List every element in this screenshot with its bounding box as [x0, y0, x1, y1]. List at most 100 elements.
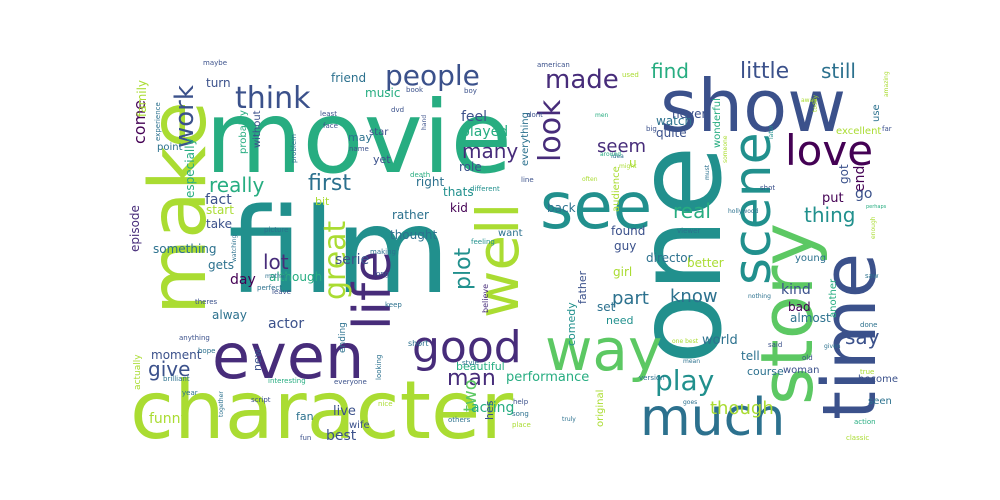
cloud-word: film [228, 182, 450, 320]
cloud-word: saw [865, 272, 879, 280]
cloud-word: kind [781, 282, 811, 298]
cloud-word: two [460, 379, 481, 412]
cloud-word: tell [741, 349, 760, 363]
cloud-word: maybe [203, 59, 227, 67]
cloud-word: today [812, 94, 819, 112]
cloud-word: problem [290, 134, 298, 163]
cloud-word: turn [206, 76, 231, 90]
cloud-word: go [855, 186, 872, 202]
cloud-word: place [512, 421, 531, 429]
cloud-word: girl [613, 265, 632, 279]
cloud-word: actually [133, 354, 143, 390]
cloud-word: actor [268, 316, 304, 332]
cloud-word: ending [338, 322, 348, 353]
cloud-word: hes [483, 400, 496, 420]
cloud-word: funny [149, 411, 189, 427]
cloud-word: many [462, 139, 518, 163]
cloud-word: long [374, 270, 389, 278]
cloud-word: music [365, 86, 400, 100]
cloud-word: bit [315, 195, 330, 208]
cloud-word: role [459, 160, 482, 174]
cloud-word: point [157, 142, 183, 153]
cloud-word: fun [300, 434, 311, 442]
cloud-word: someone [722, 135, 729, 163]
cloud-word: much [640, 388, 785, 448]
cloud-word: little [740, 59, 789, 84]
cloud-word: acting [471, 400, 514, 416]
cloud-word: thought [390, 228, 437, 242]
cloud-word: song [512, 410, 529, 418]
cloud-word: guy [614, 239, 636, 253]
cloud-word: together [218, 391, 225, 417]
cloud-word: especially [183, 138, 197, 198]
cloud-word: say [845, 325, 880, 349]
cloud-word: real [673, 199, 711, 223]
cloud-word: nice [378, 400, 393, 408]
cloud-word: anything [179, 334, 210, 342]
cloud-word: great [318, 220, 353, 300]
cloud-word: one [610, 145, 748, 365]
cloud-word: people [385, 59, 480, 92]
cloud-word: world [702, 333, 738, 348]
cloud-word: right [416, 175, 444, 189]
cloud-word: show [660, 64, 846, 148]
cloud-word: old [802, 354, 813, 362]
cloud-word: one best [672, 338, 699, 345]
cloud-word: picture [264, 226, 288, 234]
cloud-word: star [369, 127, 389, 138]
cloud-word: never [672, 107, 706, 121]
cloud-word: think [235, 81, 311, 116]
cloud-word: first [308, 171, 351, 196]
cloud-word: almost [790, 311, 831, 325]
cloud-word: perhaps [866, 204, 887, 210]
cloud-word: everything [520, 112, 531, 166]
cloud-word: dvd [391, 106, 404, 114]
cloud-word: start [206, 203, 234, 217]
cloud-word: best [326, 428, 357, 444]
cloud-word: still [821, 59, 856, 83]
cloud-word: fact [205, 192, 232, 208]
cloud-word: scene [723, 132, 783, 285]
cloud-word: use [871, 104, 882, 122]
cloud-word: hand [421, 115, 428, 130]
cloud-word: dont [527, 111, 543, 119]
cloud-word: original [595, 390, 606, 427]
cloud-word: face [323, 122, 338, 130]
cloud-word: work [170, 85, 200, 148]
cloud-word: amazing [883, 71, 890, 97]
cloud-word: character [130, 364, 513, 457]
cloud-word: set [597, 300, 616, 314]
cloud-word: life [343, 251, 403, 330]
cloud-word: serie [335, 252, 369, 268]
cloud-word: love [785, 126, 873, 175]
cloud-word: another [828, 278, 839, 318]
cloud-word: hope [198, 347, 215, 355]
cloud-word: far [882, 125, 892, 133]
cloud-word: played [461, 124, 508, 140]
cloud-word: feel [461, 109, 487, 125]
cloud-word: leave [272, 288, 291, 296]
cloud-word: got [837, 164, 851, 184]
cloud-word: day [230, 272, 256, 288]
cloud-word: different [470, 185, 500, 193]
cloud-word: way [545, 316, 662, 384]
cloud-word: boy [464, 87, 477, 95]
cloud-word: end [852, 166, 868, 192]
cloud-word: make [134, 101, 224, 315]
cloud-word: enough [870, 216, 877, 239]
cloud-word: done [860, 321, 877, 329]
cloud-word: moment [151, 348, 202, 362]
cloud-word: excellent [836, 126, 881, 137]
cloud-word: well [464, 203, 532, 318]
cloud-word: audience [611, 166, 622, 212]
cloud-word: nothing [748, 293, 771, 300]
cloud-word: something [153, 242, 217, 256]
cloud-word: death [410, 171, 430, 179]
cloud-word: believe [481, 284, 490, 313]
cloud-word: know [670, 286, 718, 307]
cloud-word: put [822, 191, 844, 206]
cloud-word: name [349, 145, 369, 153]
cloud-word: look [533, 99, 568, 162]
